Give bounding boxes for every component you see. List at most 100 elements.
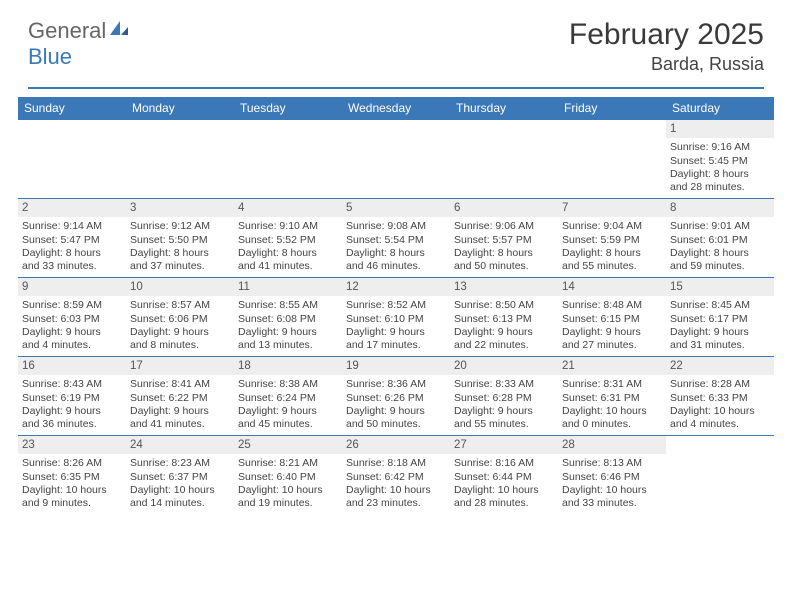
sunrise-line: Sunrise: 9:12 AM: [130, 220, 230, 233]
sunrise-line: Sunrise: 8:36 AM: [346, 378, 446, 391]
sunrise-line: Sunrise: 9:04 AM: [562, 220, 662, 233]
calendar-weeks: ......1Sunrise: 9:16 AMSunset: 5:45 PMDa…: [18, 119, 774, 514]
sunrise-line: Sunrise: 8:23 AM: [130, 457, 230, 470]
daylight-line-1: Daylight: 8 hours: [346, 247, 446, 260]
daylight-line-1: Daylight: 9 hours: [670, 326, 770, 339]
day-number: 28: [558, 436, 666, 454]
daylight-line-2: and 37 minutes.: [130, 260, 230, 273]
sunrise-line: Sunrise: 8:31 AM: [562, 378, 662, 391]
daylight-line-1: Daylight: 9 hours: [22, 405, 122, 418]
sunset-line: Sunset: 6:17 PM: [670, 313, 770, 326]
calendar-day-cell: 26Sunrise: 8:18 AMSunset: 6:42 PMDayligh…: [342, 436, 450, 514]
day-number: 15: [666, 278, 774, 296]
daylight-line-1: Daylight: 8 hours: [238, 247, 338, 260]
calendar-day-cell: 25Sunrise: 8:21 AMSunset: 6:40 PMDayligh…: [234, 436, 342, 514]
sunset-line: Sunset: 6:31 PM: [562, 392, 662, 405]
calendar-week-row: 16Sunrise: 8:43 AMSunset: 6:19 PMDayligh…: [18, 356, 774, 435]
sunrise-line: Sunrise: 8:38 AM: [238, 378, 338, 391]
day-number: 16: [18, 357, 126, 375]
sunset-line: Sunset: 6:03 PM: [22, 313, 122, 326]
daylight-line-1: Daylight: 8 hours: [670, 168, 770, 181]
daylight-line-2: and 4 minutes.: [22, 339, 122, 352]
sunrise-line: Sunrise: 9:14 AM: [22, 220, 122, 233]
daylight-line-2: and 36 minutes.: [22, 418, 122, 431]
weekday-header: Wednesday: [342, 97, 450, 119]
calendar-day-cell: 18Sunrise: 8:38 AMSunset: 6:24 PMDayligh…: [234, 357, 342, 435]
daylight-line-1: Daylight: 9 hours: [346, 326, 446, 339]
daylight-line-2: and 50 minutes.: [346, 418, 446, 431]
sunset-line: Sunset: 6:13 PM: [454, 313, 554, 326]
sunrise-line: Sunrise: 8:16 AM: [454, 457, 554, 470]
calendar-day-cell: .: [18, 120, 126, 198]
sunset-line: Sunset: 5:54 PM: [346, 234, 446, 247]
day-number: 22: [666, 357, 774, 375]
sunrise-line: Sunrise: 8:33 AM: [454, 378, 554, 391]
daylight-line-1: Daylight: 10 hours: [670, 405, 770, 418]
daylight-line-1: Daylight: 10 hours: [238, 484, 338, 497]
calendar: SundayMondayTuesdayWednesdayThursdayFrid…: [18, 97, 774, 514]
day-number: 11: [234, 278, 342, 296]
calendar-day-cell: 4Sunrise: 9:10 AMSunset: 5:52 PMDaylight…: [234, 199, 342, 277]
calendar-day-cell: 7Sunrise: 9:04 AMSunset: 5:59 PMDaylight…: [558, 199, 666, 277]
sunset-line: Sunset: 5:52 PM: [238, 234, 338, 247]
daylight-line-2: and 22 minutes.: [454, 339, 554, 352]
daylight-line-1: Daylight: 10 hours: [22, 484, 122, 497]
sunset-line: Sunset: 6:15 PM: [562, 313, 662, 326]
sunset-line: Sunset: 6:46 PM: [562, 471, 662, 484]
day-number: 23: [18, 436, 126, 454]
calendar-day-cell: 22Sunrise: 8:28 AMSunset: 6:33 PMDayligh…: [666, 357, 774, 435]
location-label: Barda, Russia: [569, 54, 764, 75]
daylight-line-2: and 55 minutes.: [562, 260, 662, 273]
sunrise-line: Sunrise: 8:45 AM: [670, 299, 770, 312]
calendar-day-cell: 14Sunrise: 8:48 AMSunset: 6:15 PMDayligh…: [558, 278, 666, 356]
sunset-line: Sunset: 5:57 PM: [454, 234, 554, 247]
sunset-line: Sunset: 6:33 PM: [670, 392, 770, 405]
calendar-day-cell: 10Sunrise: 8:57 AMSunset: 6:06 PMDayligh…: [126, 278, 234, 356]
sunset-line: Sunset: 6:40 PM: [238, 471, 338, 484]
logo-text-blue: Blue: [28, 44, 72, 70]
logo-sail-icon: [108, 19, 130, 37]
calendar-week-row: 2Sunrise: 9:14 AMSunset: 5:47 PMDaylight…: [18, 198, 774, 277]
daylight-line-2: and 4 minutes.: [670, 418, 770, 431]
weekday-header: Tuesday: [234, 97, 342, 119]
daylight-line-2: and 8 minutes.: [130, 339, 230, 352]
day-number: 6: [450, 199, 558, 217]
calendar-day-cell: .: [450, 120, 558, 198]
daylight-line-1: Daylight: 9 hours: [130, 326, 230, 339]
day-number: 17: [126, 357, 234, 375]
daylight-line-1: Daylight: 9 hours: [346, 405, 446, 418]
sunset-line: Sunset: 6:22 PM: [130, 392, 230, 405]
calendar-day-cell: .: [342, 120, 450, 198]
sunrise-line: Sunrise: 8:52 AM: [346, 299, 446, 312]
daylight-line-2: and 50 minutes.: [454, 260, 554, 273]
day-number: 14: [558, 278, 666, 296]
daylight-line-1: Daylight: 9 hours: [454, 405, 554, 418]
sunset-line: Sunset: 6:28 PM: [454, 392, 554, 405]
calendar-day-cell: 12Sunrise: 8:52 AMSunset: 6:10 PMDayligh…: [342, 278, 450, 356]
calendar-day-cell: 27Sunrise: 8:16 AMSunset: 6:44 PMDayligh…: [450, 436, 558, 514]
day-number: 13: [450, 278, 558, 296]
weekday-header: Monday: [126, 97, 234, 119]
calendar-day-cell: 17Sunrise: 8:41 AMSunset: 6:22 PMDayligh…: [126, 357, 234, 435]
daylight-line-1: Daylight: 8 hours: [454, 247, 554, 260]
daylight-line-1: Daylight: 10 hours: [562, 484, 662, 497]
daylight-line-2: and 9 minutes.: [22, 497, 122, 510]
day-number: 12: [342, 278, 450, 296]
calendar-day-cell: 23Sunrise: 8:26 AMSunset: 6:35 PMDayligh…: [18, 436, 126, 514]
sunrise-line: Sunrise: 8:50 AM: [454, 299, 554, 312]
daylight-line-2: and 28 minutes.: [670, 181, 770, 194]
calendar-day-cell: 19Sunrise: 8:36 AMSunset: 6:26 PMDayligh…: [342, 357, 450, 435]
daylight-line-2: and 33 minutes.: [22, 260, 122, 273]
daylight-line-1: Daylight: 10 hours: [454, 484, 554, 497]
daylight-line-2: and 27 minutes.: [562, 339, 662, 352]
day-number: 21: [558, 357, 666, 375]
sunset-line: Sunset: 5:45 PM: [670, 155, 770, 168]
daylight-line-2: and 23 minutes.: [346, 497, 446, 510]
sunrise-line: Sunrise: 9:01 AM: [670, 220, 770, 233]
calendar-day-cell: 28Sunrise: 8:13 AMSunset: 6:46 PMDayligh…: [558, 436, 666, 514]
daylight-line-2: and 13 minutes.: [238, 339, 338, 352]
weekday-header-row: SundayMondayTuesdayWednesdayThursdayFrid…: [18, 97, 774, 119]
daylight-line-1: Daylight: 8 hours: [130, 247, 230, 260]
calendar-day-cell: 15 Sunrise: 8:45 AMSunset: 6:17 PMDayligh…: [666, 278, 774, 356]
sunset-line: Sunset: 6:08 PM: [238, 313, 338, 326]
